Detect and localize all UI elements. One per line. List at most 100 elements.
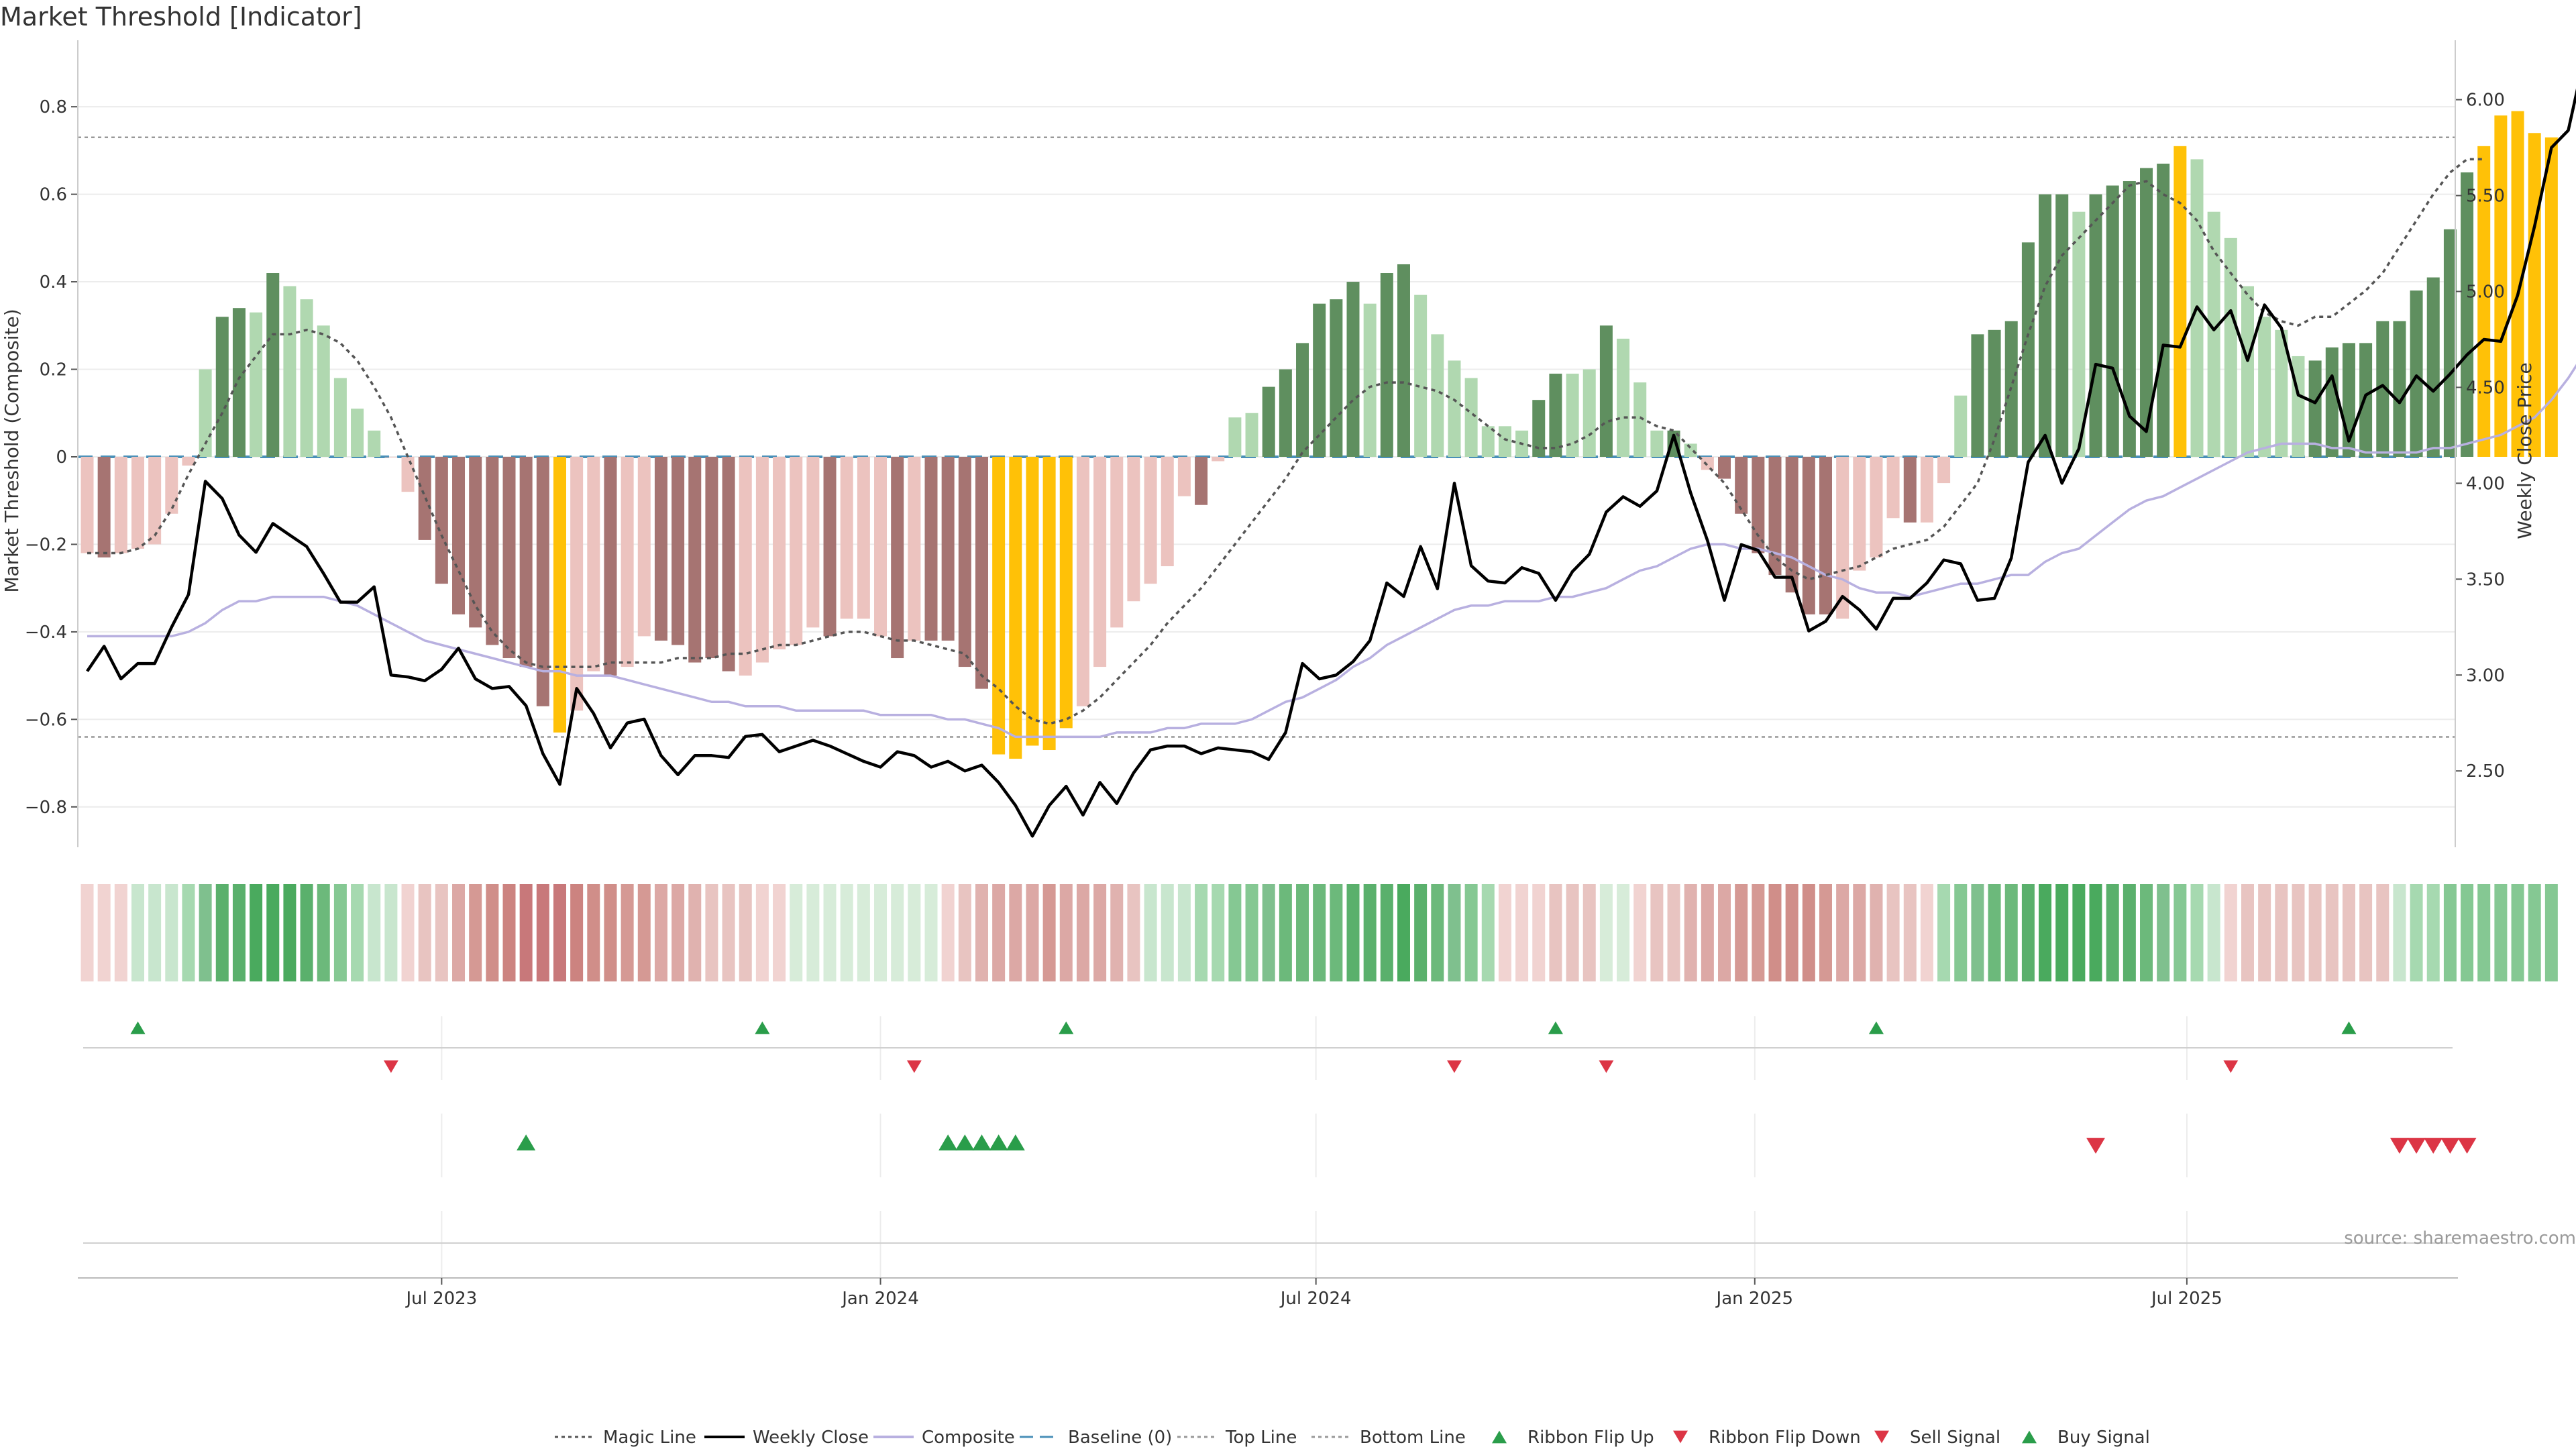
composite-bar — [1110, 456, 1124, 628]
composite-bar — [2089, 194, 2102, 457]
ribbon-cell — [587, 884, 600, 981]
composite-bar — [165, 456, 178, 514]
composite-bar — [1617, 338, 1630, 457]
composite-bar — [1313, 303, 1326, 457]
ribbon-cell — [2174, 884, 2187, 981]
composite-bar — [1549, 374, 1562, 457]
composite-bar — [2376, 321, 2390, 457]
y-tick-label-left: 0.6 — [40, 185, 67, 205]
source-label: source: sharemaestro.com — [2344, 1228, 2576, 1248]
ribbon-cell — [705, 884, 718, 981]
ribbon-cell — [1093, 884, 1107, 981]
composite-bar — [1836, 456, 1849, 619]
ribbon-cell — [1076, 884, 1089, 981]
ribbon-cell — [570, 884, 584, 981]
ribbon-cell — [418, 884, 431, 981]
y-tick-label-right: 3.50 — [2466, 570, 2505, 590]
ribbon-cell — [2359, 884, 2373, 981]
x-tick-label: Jan 2025 — [1715, 1289, 1794, 1309]
composite-bar — [333, 378, 347, 457]
ribbon-cell — [755, 884, 769, 981]
y-tick-label-right: 4.50 — [2466, 378, 2505, 398]
composite-bar — [1212, 456, 1225, 462]
composite-bar — [637, 456, 651, 637]
legend-item: Magic Line — [555, 1428, 696, 1448]
ribbon-cell — [1245, 884, 1258, 981]
ribbon-cell — [1752, 884, 1765, 981]
composite-bar — [1296, 343, 1309, 457]
composite-bar — [2544, 137, 2558, 457]
composite-bar — [2275, 329, 2288, 457]
legend-item: Weekly Close — [704, 1428, 869, 1448]
ribbon-cell — [97, 884, 111, 981]
buy-signal-marker — [989, 1134, 1008, 1150]
ribbon-cell — [1380, 884, 1393, 981]
composite-bar — [2072, 211, 2086, 457]
composite-bar — [672, 456, 685, 645]
x-tick-label: Jul 2024 — [1279, 1289, 1352, 1309]
flip-panel — [83, 1016, 2453, 1080]
ribbon-cell — [1026, 884, 1039, 981]
y-tick-label-left: 0.8 — [40, 97, 67, 117]
ribbon-cell — [1853, 884, 1866, 981]
composite-bar — [1431, 334, 1444, 457]
composite-bar — [2224, 237, 2237, 457]
ribbon-cell — [384, 884, 398, 981]
composite-bar — [823, 456, 837, 637]
ribbon-cell — [1617, 884, 1630, 981]
ribbon-cell — [1988, 884, 2001, 981]
composite-bar — [148, 456, 162, 545]
composite-bar — [2308, 360, 2322, 457]
composite-bar — [215, 317, 229, 457]
composite-bar — [621, 456, 634, 667]
ribbon-cell — [333, 884, 347, 981]
composite-bar — [806, 456, 820, 628]
composite-bar — [1937, 456, 1951, 484]
composite-bar — [924, 456, 938, 641]
ribbon-flip-down-marker — [906, 1060, 922, 1073]
ribbon-cell — [1313, 884, 1326, 981]
buy-signal-marker — [938, 1134, 958, 1150]
composite-bar — [1228, 417, 1242, 457]
composite-bar — [80, 456, 94, 553]
ribbon-cell — [924, 884, 938, 981]
ribbon-cell — [2376, 884, 2390, 981]
ribbon-cell — [2106, 884, 2119, 981]
composite-bar — [283, 286, 297, 457]
composite-bar — [587, 456, 600, 672]
composite-bar — [2258, 317, 2271, 457]
composite-bar — [182, 456, 195, 466]
ribbon-flip-up-marker — [2341, 1021, 2357, 1034]
composite-bar — [2174, 146, 2187, 457]
legend-label: Composite — [922, 1428, 1015, 1448]
ribbon-cell — [621, 884, 634, 981]
composite-bar — [654, 456, 667, 641]
ribbon-cell — [1785, 884, 1799, 981]
ribbon-cell — [2494, 884, 2508, 981]
composite-bar — [250, 312, 263, 457]
ribbon-cell — [2055, 884, 2069, 981]
composite-bar — [1971, 334, 1984, 457]
composite-bar — [992, 456, 1006, 755]
y-axis-label-right: Weekly Close Price — [2514, 362, 2536, 539]
composite-bar — [1566, 374, 1579, 457]
ribbon-cell — [2528, 884, 2541, 981]
ribbon-cell — [1346, 884, 1360, 981]
ribbon-cell — [2410, 884, 2423, 981]
legend-item: Buy Signal — [2022, 1428, 2150, 1448]
ribbon-cell — [2443, 884, 2457, 981]
composite-bar — [1245, 413, 1258, 457]
y-tick-label-right: 4.00 — [2466, 474, 2505, 494]
composite-bar — [2207, 211, 2220, 457]
composite-bar — [1650, 430, 1664, 457]
composite-bar — [1093, 456, 1107, 667]
ribbon-cell — [1110, 884, 1124, 981]
composite-bar — [199, 369, 212, 457]
ribbon-cell — [739, 884, 752, 981]
composite-bar — [553, 456, 566, 733]
composite-bar — [1346, 282, 1360, 457]
composite-bar — [2021, 242, 2035, 457]
ribbon-cell — [773, 884, 786, 981]
composite-bar — [401, 456, 415, 492]
ribbon-cell — [806, 884, 820, 981]
